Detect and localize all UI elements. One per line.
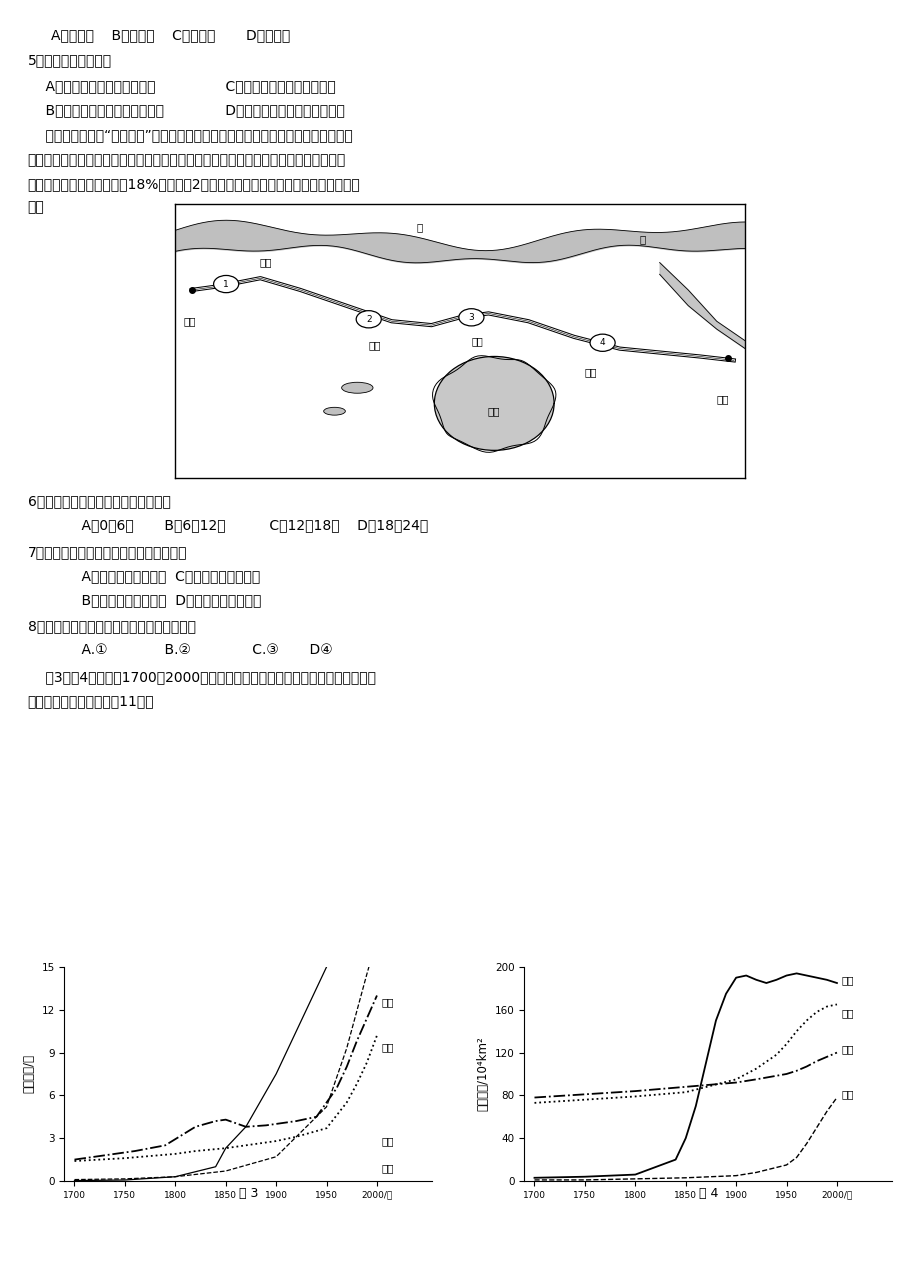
Text: 成的浓雾，具有突发性、局地性、尺度小、浓度大的特征。江苏省近年来由团雾引起的: 成的浓雾，具有突发性、局地性、尺度小、浓度大的特征。江苏省近年来由团雾引起的 <box>28 153 346 167</box>
Text: 上海: 上海 <box>715 395 728 404</box>
Text: 3: 3 <box>468 313 474 322</box>
Text: A.①             B.②              C.③       D④: A.① B.② C.③ D④ <box>64 643 333 657</box>
Text: 中国: 中国 <box>841 1045 854 1055</box>
Text: 镇江: 镇江 <box>259 257 272 268</box>
Text: A．汽车尾气排放量大  C．路面昼夜温差较大: A．汽车尾气排放量大 C．路面昼夜温差较大 <box>64 569 260 583</box>
Y-axis label: 耕地面积/10⁴km²: 耕地面积/10⁴km² <box>476 1037 489 1111</box>
Circle shape <box>589 334 615 352</box>
Text: 图3、图4分别示意1700－2000年中国、美国、巴西和印度四国人口和耕地的变: 图3、图4分别示意1700－2000年中国、美国、巴西和印度四国人口和耕地的变 <box>28 670 375 684</box>
Text: 题。: 题。 <box>28 200 44 214</box>
Text: 长: 长 <box>416 223 423 232</box>
Circle shape <box>213 275 238 293</box>
Text: A．0－6时       B．6－12时          C．12－18时    D．18－24时: A．0－6时 B．6－12时 C．12－18时 D．18－24时 <box>64 519 428 533</box>
Text: A、东北风    B、东南风    C、西北风       D、西南风: A、东北风 B、东南风 C、西北风 D、西南风 <box>51 28 289 42</box>
Text: 巴西: 巴西 <box>841 1089 854 1099</box>
Ellipse shape <box>341 382 372 394</box>
Text: B、带来了华南地区的极端天气              D、对我国生态环境的破坏严重: B、带来了华南地区的极端天气 D、对我国生态环境的破坏严重 <box>28 103 344 117</box>
Text: 高速公路交通事故比例高达18%左右。图2是沪宁高速公路示意图。据此，完成６－８: 高速公路交通事故比例高达18%左右。图2是沪宁高速公路示意图。据此，完成６－８ <box>28 177 360 191</box>
Text: 被称为高速公路“流动杀手”的团雾，大多是由于局部区域近地面空气辐射降温而形: 被称为高速公路“流动杀手”的团雾，大多是由于局部区域近地面空气辐射降温而形 <box>28 129 352 143</box>
Text: 美国: 美国 <box>381 1136 394 1147</box>
Circle shape <box>459 308 483 326</box>
Text: 无锡: 无锡 <box>471 336 482 345</box>
Text: 4: 4 <box>599 339 605 348</box>
Ellipse shape <box>323 408 345 415</box>
Text: 图 3: 图 3 <box>238 1187 258 1200</box>
Text: 美国: 美国 <box>841 975 854 985</box>
Text: 图 4: 图 4 <box>698 1187 718 1200</box>
Y-axis label: 人口数量/亿: 人口数量/亿 <box>23 1055 36 1093</box>
Text: 南京: 南京 <box>183 316 196 326</box>
Text: 巴西: 巴西 <box>381 1163 394 1173</box>
Text: 8，沪宁高速公路团雾发生频率最大的地点是: 8，沪宁高速公路团雾发生频率最大的地点是 <box>28 619 196 633</box>
Text: B．沿线工业污染严重  D．临近河湖与林草地: B．沿线工业污染严重 D．临近河湖与林草地 <box>64 594 262 608</box>
Text: 太湖: 太湖 <box>487 406 500 417</box>
Text: 6．一天当中，团雾的多发时段往往是: 6．一天当中，团雾的多发时段往往是 <box>28 494 170 508</box>
Text: 印度: 印度 <box>841 1008 854 1018</box>
Text: 印度: 印度 <box>381 1042 394 1052</box>
Text: 中国: 中国 <box>381 998 394 1008</box>
Text: 1: 1 <box>223 279 229 288</box>
Text: 江: 江 <box>639 234 645 245</box>
Text: 常州: 常州 <box>368 340 380 349</box>
Text: 苏州: 苏州 <box>584 367 596 377</box>
Text: 5，此次「极涡」南下: 5，此次「极涡」南下 <box>28 54 111 68</box>
Text: 化状况。读图，完成９－11题。: 化状况。读图，完成９－11题。 <box>28 694 154 708</box>
Ellipse shape <box>434 357 553 451</box>
Text: 7．团雾多出现在高速公路上的主要原因是: 7．团雾多出现在高速公路上的主要原因是 <box>28 545 187 559</box>
Circle shape <box>356 311 380 327</box>
Text: 2: 2 <box>366 315 371 324</box>
Text: A、说明了全球气候变暖减缓                C、扩大了北半球寒带的范围: A、说明了全球气候变暖减缓 C、扩大了北半球寒带的范围 <box>28 79 335 93</box>
